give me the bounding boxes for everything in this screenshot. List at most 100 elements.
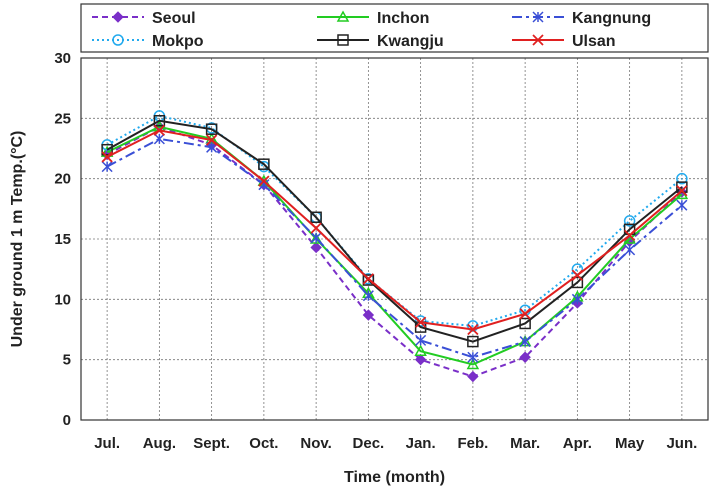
grid bbox=[81, 58, 708, 420]
plot-frame bbox=[80, 57, 709, 421]
legend-label: Kangnung bbox=[572, 10, 651, 27]
data-point-square bbox=[676, 181, 688, 193]
data-point-star bbox=[310, 232, 322, 244]
series-line bbox=[106, 114, 683, 327]
legend-label: Ulsan bbox=[572, 33, 616, 50]
legend-label: Seoul bbox=[152, 10, 196, 27]
data-point-square bbox=[362, 274, 375, 286]
data-point-square bbox=[571, 276, 584, 289]
data-point-square bbox=[310, 211, 322, 224]
data-point-circle bbox=[112, 34, 124, 46]
x-tick-label: Apr. bbox=[563, 435, 592, 452]
legend-item: Kwangju bbox=[317, 33, 444, 50]
legend: Seoul Inchon Kangnung Mokpo Kwangju Ulsan bbox=[80, 3, 709, 53]
x-tick-label: Jul. bbox=[94, 435, 120, 452]
axes: 0 5 10 15 20 25 30 Jul. Aug. Sept. Oct. Nov. Dec. Jan… bbox=[54, 50, 709, 452]
series-line bbox=[106, 119, 683, 343]
data-point-star bbox=[415, 334, 427, 346]
data-point-x bbox=[676, 185, 688, 197]
x-tick-label: May bbox=[615, 435, 645, 452]
data-point-square bbox=[101, 143, 113, 156]
legend-label: Inchon bbox=[377, 10, 429, 27]
series-ulsan bbox=[101, 124, 688, 336]
plot-area bbox=[100, 110, 689, 383]
data-point-x bbox=[467, 323, 479, 336]
data-point-star bbox=[519, 336, 531, 348]
y-tick-label: 15 bbox=[54, 231, 71, 248]
y-tick-label: 20 bbox=[54, 171, 71, 188]
x-tick-label: Oct. bbox=[249, 435, 278, 452]
y-tick-label: 25 bbox=[54, 110, 71, 127]
data-point-circle bbox=[623, 215, 636, 227]
legend-label: Mokpo bbox=[152, 33, 204, 50]
data-point-triangle bbox=[309, 232, 323, 244]
data-point-x bbox=[310, 222, 322, 234]
x-axis-title: Time (month) bbox=[344, 469, 445, 486]
data-point-square bbox=[467, 335, 479, 348]
series-inchon bbox=[100, 120, 689, 370]
data-point-x bbox=[532, 34, 544, 46]
y-tick-label: 10 bbox=[54, 291, 71, 308]
data-point-square bbox=[205, 123, 218, 135]
data-point-x bbox=[519, 308, 531, 320]
data-point-square bbox=[258, 158, 270, 170]
data-point-star bbox=[362, 290, 374, 302]
y-tick-label: 5 bbox=[63, 352, 71, 369]
data-point-diamond bbox=[362, 309, 375, 321]
x-tick-label: Jan. bbox=[406, 435, 436, 452]
y-tick-label: 30 bbox=[54, 50, 71, 67]
legend-item: Mokpo bbox=[92, 33, 204, 50]
data-point-star bbox=[624, 244, 636, 256]
data-point-diamond bbox=[414, 353, 427, 366]
series-line bbox=[106, 129, 683, 331]
legend-item: Ulsan bbox=[512, 33, 616, 50]
data-point-x bbox=[414, 316, 427, 328]
series-kwangju bbox=[101, 114, 688, 348]
data-point-circle bbox=[676, 172, 688, 185]
series-line bbox=[106, 125, 683, 366]
data-point-star bbox=[676, 199, 688, 211]
legend-item: Kangnung bbox=[512, 10, 651, 27]
series-kangnung bbox=[101, 133, 688, 363]
data-point-x bbox=[258, 175, 270, 187]
data-point-square bbox=[337, 34, 349, 46]
x-tick-label: Mar. bbox=[510, 435, 540, 452]
series-seoul bbox=[101, 121, 688, 383]
data-point-star bbox=[532, 11, 544, 23]
data-point-star bbox=[571, 293, 583, 305]
data-point-square bbox=[519, 317, 531, 330]
x-tick-label: Sept. bbox=[193, 435, 230, 452]
data-point-star bbox=[467, 351, 479, 363]
data-point-x bbox=[153, 124, 166, 137]
data-point-x bbox=[362, 273, 375, 285]
data-point-x bbox=[101, 151, 113, 163]
data-point-triangle bbox=[414, 344, 427, 356]
data-point-diamond bbox=[112, 11, 124, 23]
data-point-triangle bbox=[336, 10, 350, 22]
data-point-square bbox=[153, 114, 166, 127]
y-axis-title: Under ground 1 m Temp.(°C) bbox=[9, 131, 26, 348]
data-point-star bbox=[153, 133, 165, 145]
x-tick-label: Aug. bbox=[143, 435, 176, 452]
legend-item: Seoul bbox=[92, 10, 196, 27]
data-point-circle bbox=[467, 320, 479, 332]
x-tick-label: Nov. bbox=[300, 435, 331, 452]
data-point-triangle bbox=[466, 357, 480, 370]
legend-item: Inchon bbox=[317, 10, 429, 27]
x-tick-label: Jun. bbox=[666, 435, 697, 452]
legend-label: Kwangju bbox=[377, 33, 444, 50]
data-point-diamond bbox=[467, 370, 479, 383]
data-point-x bbox=[205, 134, 218, 146]
series-line bbox=[106, 125, 683, 378]
legend-box bbox=[80, 3, 709, 53]
data-point-diamond bbox=[519, 351, 531, 363]
y-tick-label: 0 bbox=[63, 412, 71, 429]
x-tick-label: Feb. bbox=[457, 435, 488, 452]
data-point-x bbox=[623, 229, 636, 242]
data-point-diamond bbox=[310, 241, 322, 254]
data-point-star bbox=[101, 161, 113, 173]
series-line bbox=[106, 137, 683, 359]
data-point-x bbox=[571, 269, 584, 281]
x-tick-label: Dec. bbox=[353, 435, 385, 452]
